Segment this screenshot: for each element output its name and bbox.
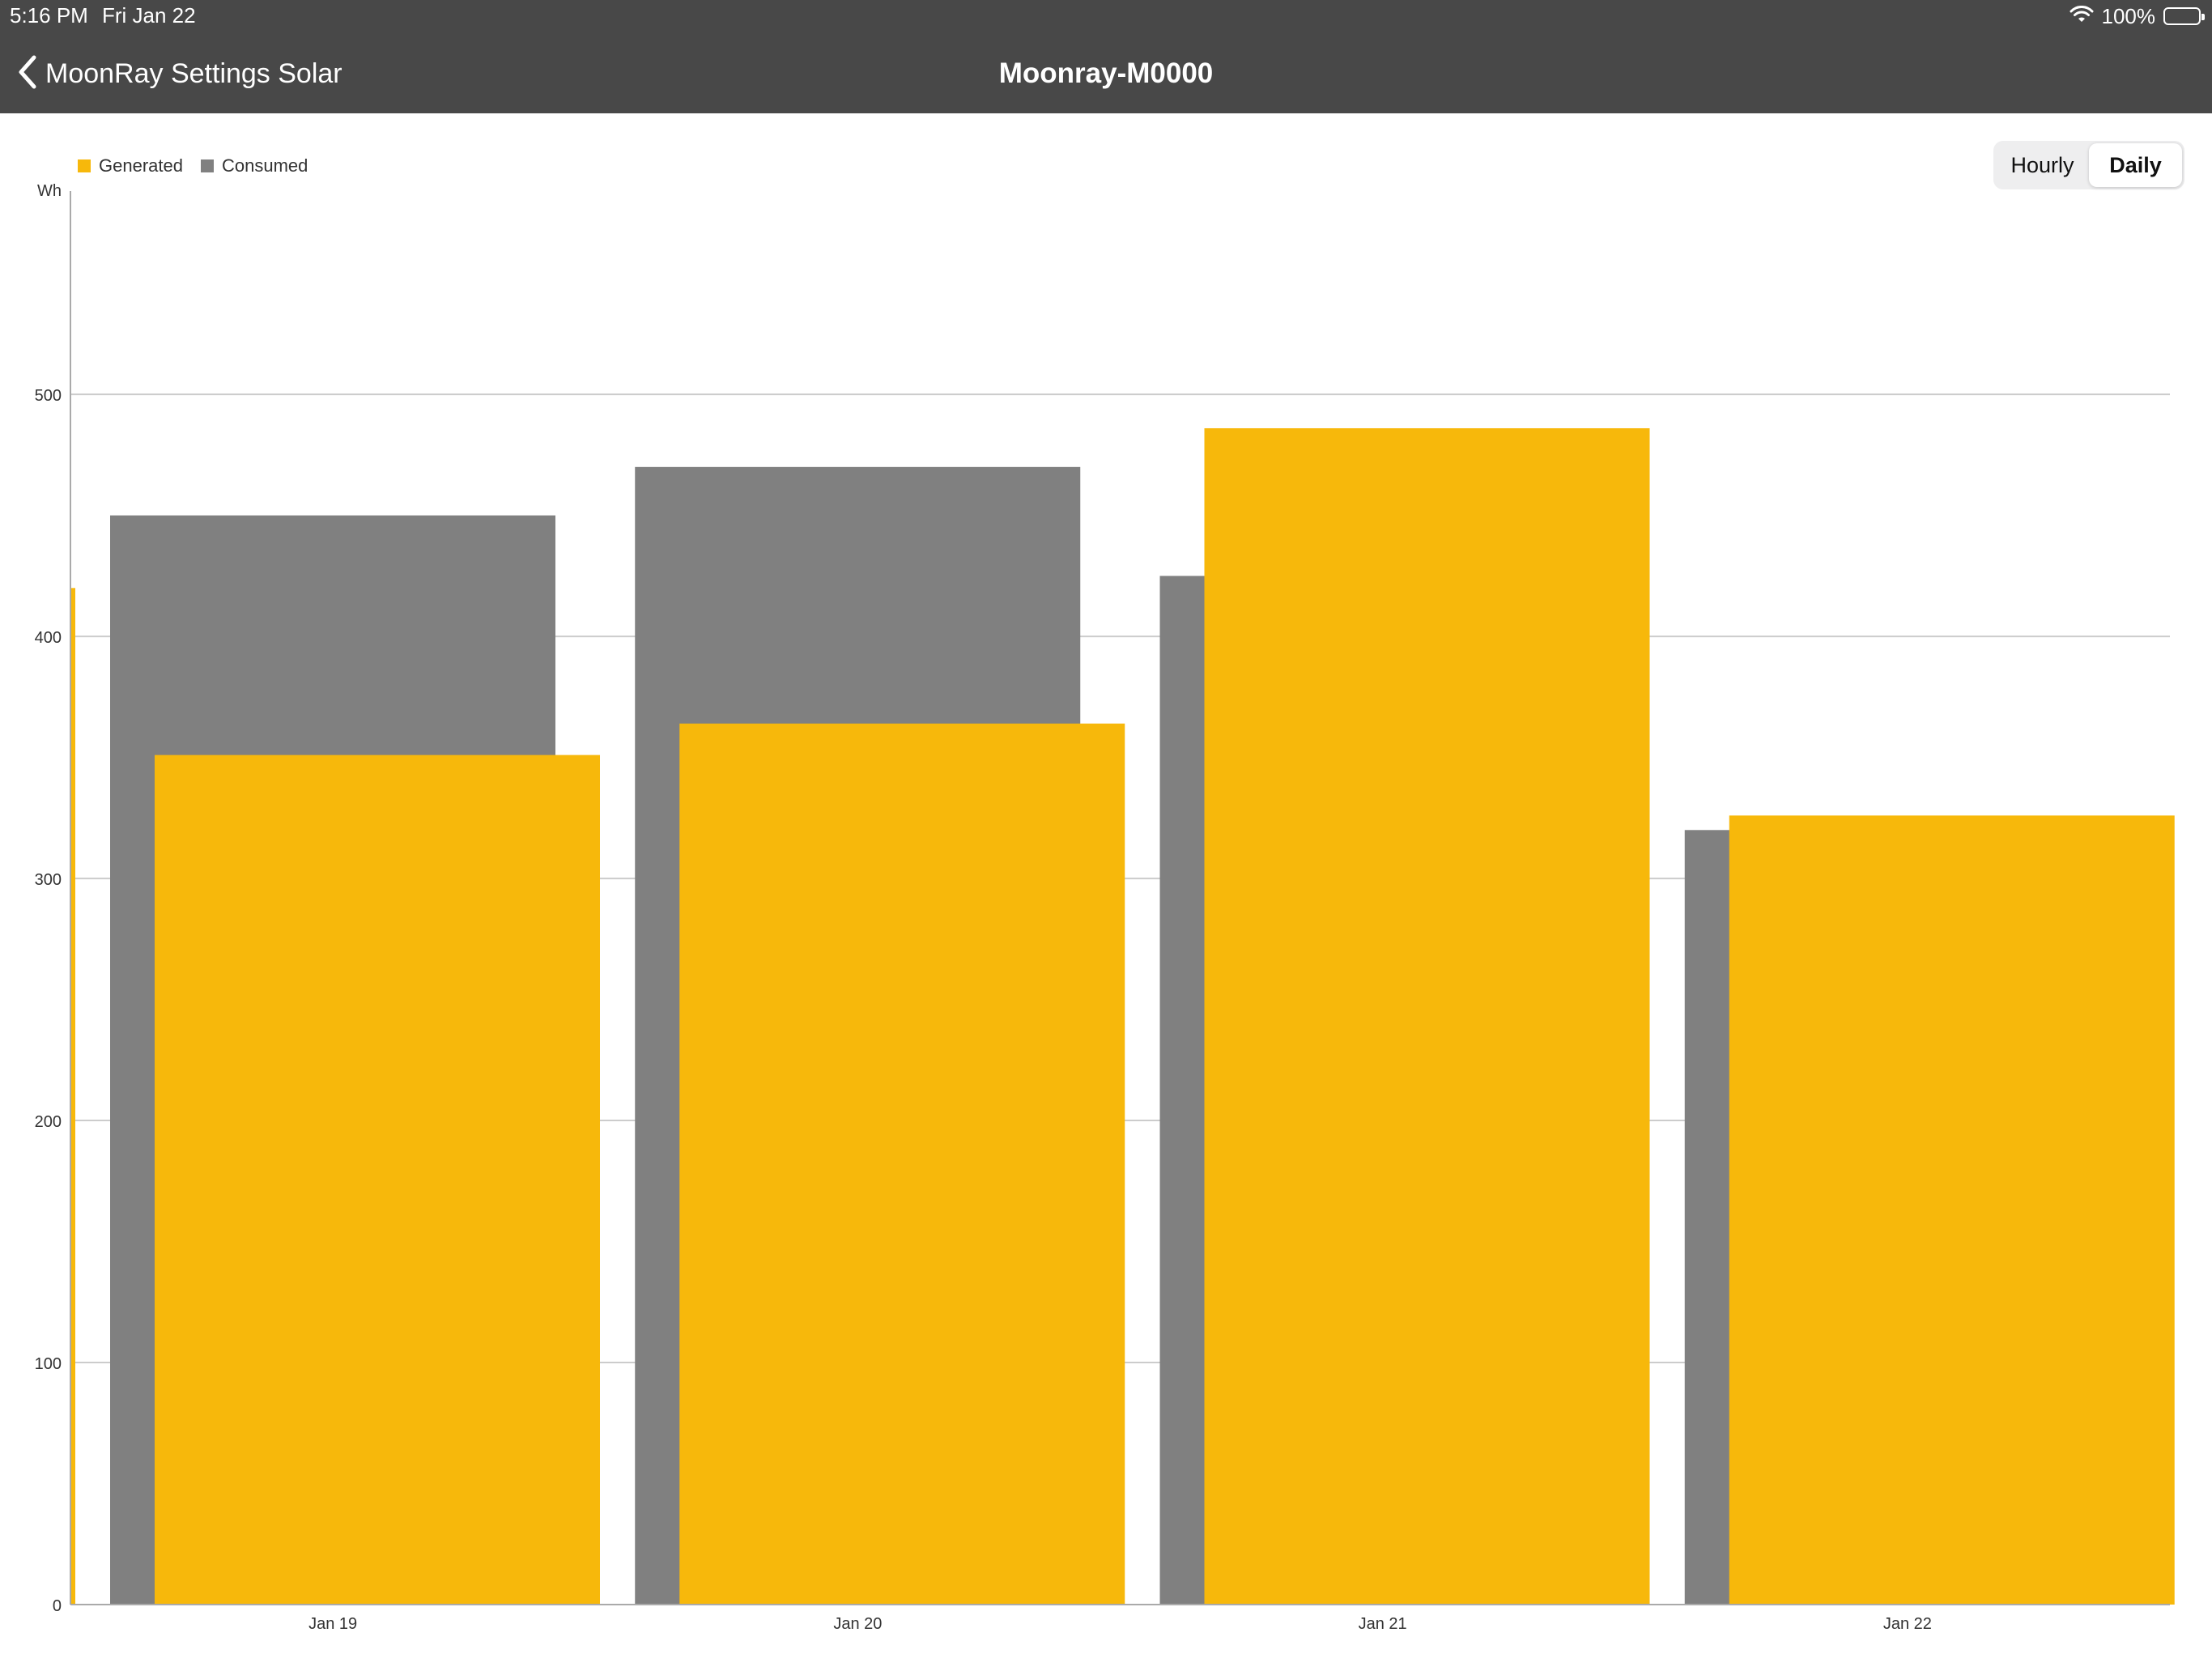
bar-generated [679, 723, 1125, 1605]
legend-swatch-generated [78, 159, 91, 172]
y-tick-label: 400 [35, 629, 62, 647]
bar-generated [155, 755, 600, 1605]
legend-item-generated: Generated [78, 155, 183, 176]
y-tick-label: 200 [35, 1113, 62, 1131]
x-tick-label: Jan 22 [1883, 1615, 1932, 1633]
legend-label-consumed: Consumed [221, 155, 308, 176]
chevron-left-icon [18, 55, 37, 93]
battery-icon [2163, 7, 2205, 25]
y-tick-label: 300 [35, 871, 62, 889]
x-tick-label: Jan 20 [833, 1615, 882, 1633]
bar-generated-partial [70, 588, 75, 1605]
chart-legend: Generated Consumed [78, 155, 325, 176]
toggle-daily[interactable]: Daily [2089, 143, 2182, 187]
y-tick-label: 100 [35, 1355, 62, 1373]
y-tick-label: 500 [35, 387, 62, 405]
y-axis-unit: Wh [37, 182, 62, 200]
back-button[interactable]: MoonRay Settings Solar [18, 53, 342, 94]
status-time: 5:16 PM [10, 3, 88, 28]
legend-label-generated: Generated [99, 155, 183, 176]
legend-swatch-consumed [200, 159, 214, 172]
period-toggle[interactable]: Hourly Daily [1993, 141, 2184, 189]
back-label: MoonRay Settings Solar [45, 57, 342, 89]
x-tick-label: Jan 21 [1359, 1615, 1407, 1633]
y-tick-label: 0 [53, 1597, 62, 1615]
battery-percent: 100% [2101, 3, 2156, 28]
wifi-icon [2069, 4, 2094, 29]
status-date: Fri Jan 22 [102, 3, 196, 28]
toggle-hourly[interactable]: Hourly [2010, 152, 2074, 177]
status-indicators: 100% [2069, 3, 2205, 29]
x-tick-label: Jan 19 [308, 1615, 357, 1633]
bar-generated [1729, 815, 2175, 1605]
bar-generated [1204, 427, 1650, 1605]
legend-item-consumed: Consumed [200, 155, 308, 176]
